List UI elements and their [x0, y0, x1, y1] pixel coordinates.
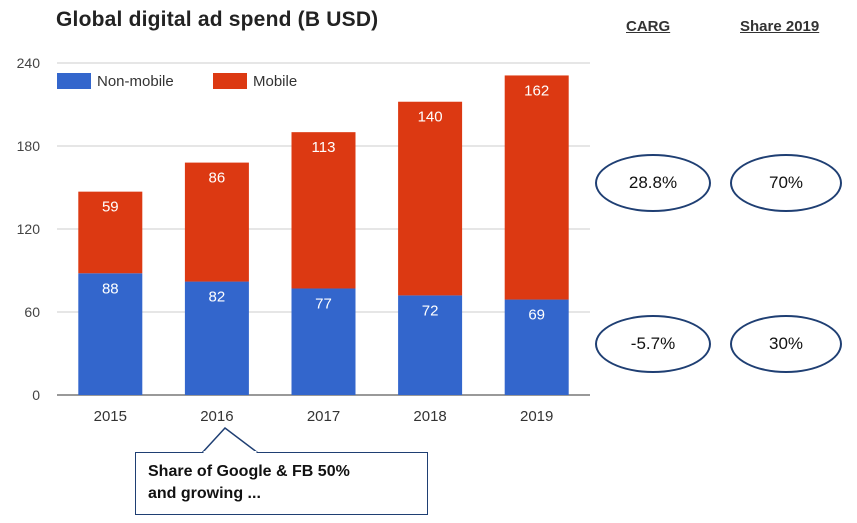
bar-nonmobile [184, 281, 249, 395]
bar-mobile [291, 132, 356, 289]
x-tick-label: 2017 [307, 408, 340, 425]
bar-mobile [78, 191, 143, 274]
bar-mobile [398, 101, 463, 296]
x-tick-label: 2016 [200, 408, 233, 425]
carg-header: CARG [626, 18, 671, 35]
callout-line-2: and growing ... [148, 485, 261, 502]
x-tick-label: 2018 [413, 408, 446, 425]
bar-mobile [184, 162, 249, 282]
mobile-share-oval: 70% [730, 154, 842, 212]
chart-title: Global digital ad spend (B USD) [56, 8, 379, 31]
nonmobile-carg-oval: -5.7% [595, 315, 711, 373]
bar-nonmobile [504, 299, 569, 395]
y-tick-label: 240 [17, 55, 41, 71]
y-tick-label: 60 [24, 304, 40, 320]
legend-swatch [57, 73, 91, 89]
legend-swatch [213, 73, 247, 89]
callout-box: Share of Google & FB 50% and growing ... [135, 452, 428, 515]
bar-value-label: 113 [312, 139, 336, 156]
y-tick-label: 0 [32, 387, 40, 403]
bar-value-label: 88 [102, 280, 119, 297]
y-tick-label: 120 [17, 221, 41, 237]
bar-mobile [504, 75, 569, 300]
bar-value-label: 162 [524, 82, 549, 99]
bar-nonmobile [398, 295, 463, 395]
bar-value-label: 77 [315, 295, 332, 312]
bar-value-label: 82 [209, 289, 226, 306]
legend-label: Non-mobile [97, 73, 174, 90]
share-2019-header: Share 2019 [740, 18, 820, 35]
bar-nonmobile [78, 273, 143, 395]
mobile-carg-oval: 28.8% [595, 154, 711, 212]
y-tick-label: 180 [17, 138, 41, 154]
bar-nonmobile [291, 288, 356, 395]
bar-value-label: 86 [209, 170, 226, 187]
x-tick-label: 2019 [520, 408, 553, 425]
bar-value-label: 72 [422, 302, 439, 319]
bar-value-label: 140 [418, 109, 443, 126]
callout-line-1: Share of Google & FB 50% [148, 463, 350, 480]
bar-value-label: 69 [528, 307, 545, 324]
x-tick-label: 2015 [94, 408, 127, 425]
legend-label: Mobile [253, 73, 297, 90]
bar-value-label: 59 [102, 199, 119, 216]
nonmobile-share-oval: 30% [730, 315, 842, 373]
